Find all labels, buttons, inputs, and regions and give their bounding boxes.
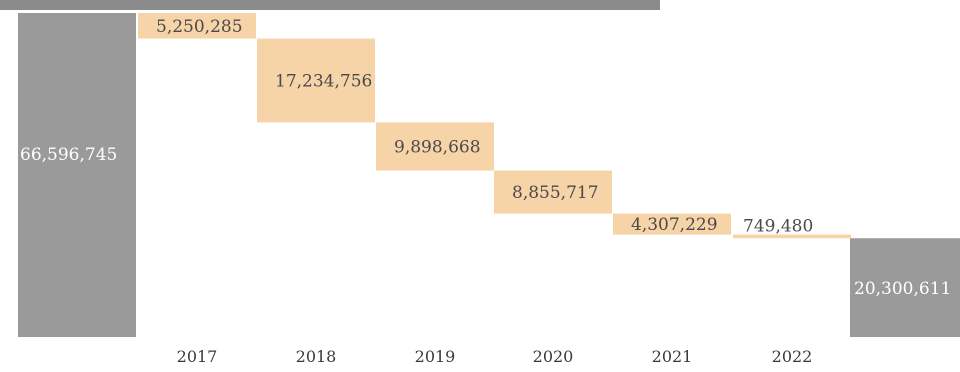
x-axis-tick-labels: 2017 2018 2019 2020 2021 2022 [177,347,813,366]
bar-decrease-2021 [613,213,731,235]
labels-layer: 66,596,745 5,250,285 17,234,756 9,898,668 8,… [20,17,951,299]
value-label-end: 20,300,611 [854,279,951,299]
tick-label-2020: 2020 [533,347,574,366]
tick-label-2021: 2021 [652,347,693,366]
bar-decrease-2022 [733,234,851,239]
bar-end-total [850,238,960,337]
tick-label-2022: 2022 [772,347,813,366]
tick-label-2019: 2019 [415,347,456,366]
bars-layer [18,13,960,337]
value-label-2022: 749,480 [743,217,813,237]
bar-start-total [18,13,136,337]
title-banner [0,0,660,10]
value-label-2020: 8,855,717 [512,183,599,203]
value-label-2018: 17,234,756 [275,71,372,91]
tick-label-2018: 2018 [296,347,337,366]
bar-decrease-2020 [494,170,612,214]
value-label-2017: 5,250,285 [156,17,243,37]
bar-decrease-2019 [376,122,494,171]
value-label-2019: 9,898,668 [394,137,481,157]
value-label-start: 66,596,745 [20,145,117,165]
bar-decrease-2017 [138,13,256,39]
tick-label-2017: 2017 [177,347,218,366]
value-label-2021: 4,307,229 [631,215,718,235]
bar-decrease-2018 [257,38,375,123]
